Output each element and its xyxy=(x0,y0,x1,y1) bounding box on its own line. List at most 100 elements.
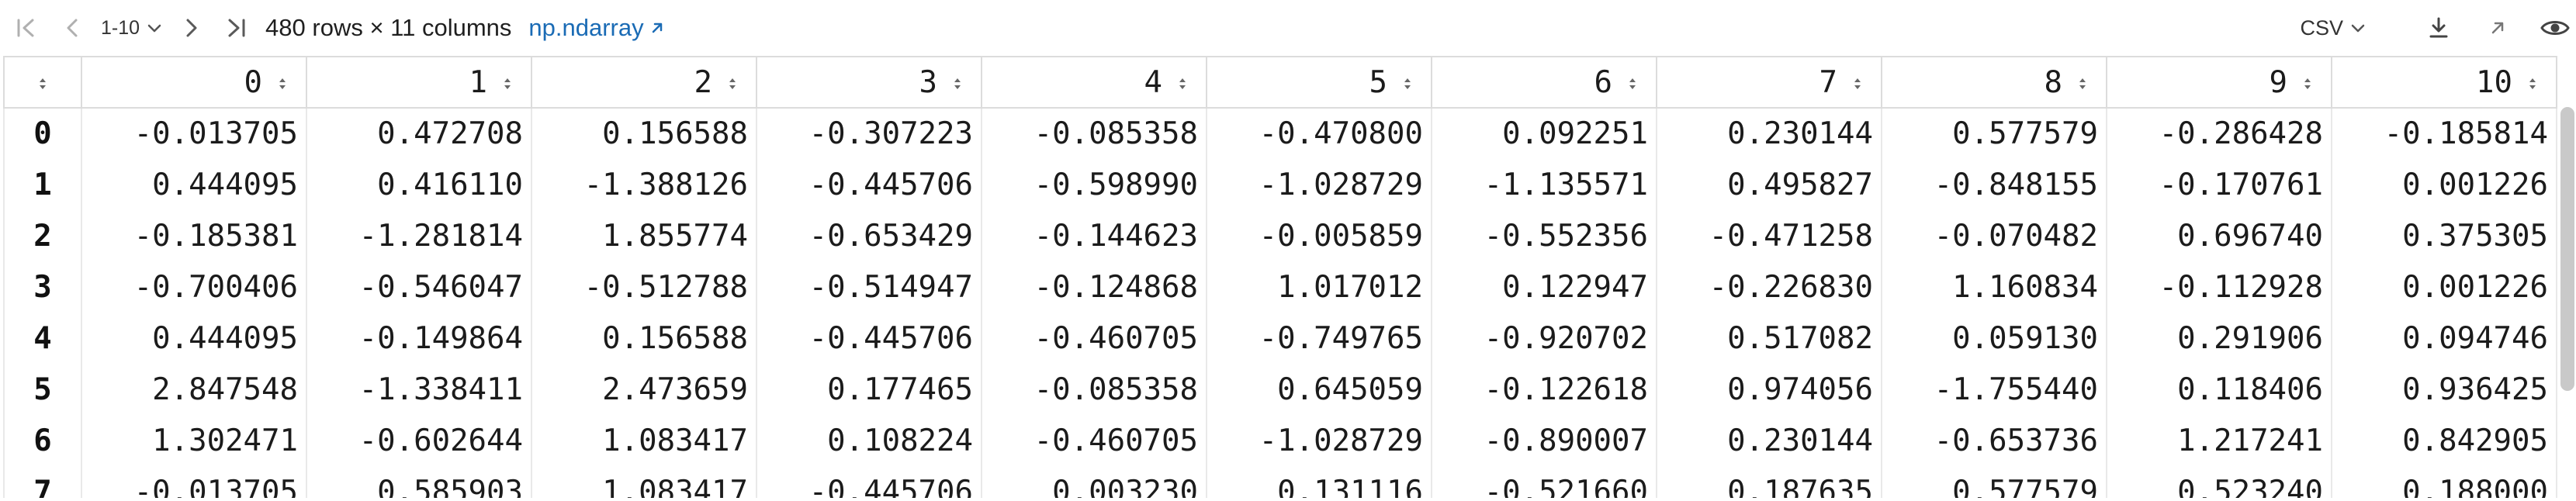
table-body: 0 -0.013705 0.472708 0.156588 -0.307223 -0.08… xyxy=(3,108,2557,501)
table-cell: 0.416110 xyxy=(306,159,532,210)
data-table: 0 1 2 3 4 5 6 7 8 9 10 0 -0.013705 0.472708 0.156588-… xyxy=(3,56,2557,501)
eye-icon xyxy=(2540,21,2570,35)
sort-icon xyxy=(2079,78,2086,89)
table-cell: 0.291906 xyxy=(2106,313,2332,364)
table-cell: 1.302471 xyxy=(81,415,307,466)
table-cell: -0.112928 xyxy=(2106,261,2332,313)
table-cell: -0.470800 xyxy=(1206,108,1432,159)
table-row[interactable]: 1 0.444095 0.416110 -1.388126 -0.445706 -0.59… xyxy=(3,159,2557,210)
table-cell: 0.001226 xyxy=(2331,159,2557,210)
table-cell: 0.156588 xyxy=(531,313,757,364)
column-header[interactable]: 4 xyxy=(981,56,1207,109)
table-cell: 1.217241 xyxy=(2106,415,2332,466)
column-header[interactable]: 8 xyxy=(1881,56,2107,109)
table-cell: 0.517082 xyxy=(1656,313,1882,364)
column-header-label: 4 xyxy=(1144,64,1162,100)
table-cell: 0.936425 xyxy=(2331,364,2557,415)
sort-icon xyxy=(40,78,46,89)
table-cell: -0.170761 xyxy=(2106,159,2332,210)
table-cell: 0.444095 xyxy=(81,159,307,210)
type-link[interactable]: np.ndarray xyxy=(528,14,665,42)
table-cell: 0.187635 xyxy=(1656,466,1882,501)
table-cell: 0.585903 xyxy=(306,466,532,501)
table-cell: 1.083417 xyxy=(531,466,757,501)
table-cell: -0.848155 xyxy=(1881,159,2107,210)
table-cell: -1.281814 xyxy=(306,210,532,261)
table-cell: -0.552356 xyxy=(1431,210,1657,261)
column-header[interactable]: 10 xyxy=(2331,56,2557,109)
table-cell: 0.092251 xyxy=(1431,108,1657,159)
table-cell: -0.445706 xyxy=(756,466,982,501)
table-cell: -0.013705 xyxy=(81,108,307,159)
column-header[interactable]: 7 xyxy=(1656,56,1882,109)
table-row[interactable]: 2 -0.185381 -1.281814 1.855774 -0.653429 -0.1… xyxy=(3,210,2557,261)
column-header-label: 6 xyxy=(1594,64,1612,100)
grid-bottom-edge xyxy=(3,498,2559,501)
toolbar-actions: CSV xyxy=(2300,15,2570,41)
page-range-select[interactable]: 1-10 xyxy=(101,17,163,40)
sort-icon xyxy=(729,78,736,89)
table-cell: -0.700406 xyxy=(81,261,307,313)
table-cell: 1.083417 xyxy=(531,415,757,466)
table-row[interactable]: 6 1.302471 -0.602644 1.083417 0.108224 -0.460… xyxy=(3,415,2557,466)
column-header[interactable]: 5 xyxy=(1206,56,1432,109)
table-row[interactable]: 3 -0.700406 -0.546047 -0.512788 -0.514947 -0.… xyxy=(3,261,2557,313)
column-header[interactable]: 0 xyxy=(81,56,307,109)
last-page-button[interactable] xyxy=(225,16,248,40)
table-cell: 0.156588 xyxy=(531,108,757,159)
table-cell: 0.645059 xyxy=(1206,364,1432,415)
horizontal-scrollbar[interactable] xyxy=(2560,107,2574,391)
column-header-label: 10 xyxy=(2476,64,2512,100)
column-header-label: 1 xyxy=(469,64,487,100)
table-toolbar: 1-10 480 rows × 11 columns np.ndarray CS… xyxy=(0,0,2576,56)
sort-icon xyxy=(1404,78,1411,89)
row-index-cell: 0 xyxy=(3,108,82,159)
table-cell: -0.286428 xyxy=(2106,108,2332,159)
sort-icon xyxy=(954,78,961,89)
table-cell: -0.005859 xyxy=(1206,210,1432,261)
next-page-icon xyxy=(186,19,197,37)
format-select[interactable]: CSV xyxy=(2300,16,2367,40)
sort-icon xyxy=(1854,78,1861,89)
row-index-cell: 5 xyxy=(3,364,82,415)
row-index-cell: 4 xyxy=(3,313,82,364)
sort-icon xyxy=(2304,78,2311,89)
table-cell: -0.307223 xyxy=(756,108,982,159)
table-row[interactable]: 7 -0.013705 0.585903 1.083417 -0.445706 0.003… xyxy=(3,466,2557,501)
view-toggle-button[interactable] xyxy=(2540,16,2570,40)
expand-icon xyxy=(2491,22,2504,34)
table-cell: -0.749765 xyxy=(1206,313,1432,364)
expand-button[interactable] xyxy=(2486,16,2509,40)
column-header[interactable]: 3 xyxy=(756,56,982,109)
download-button[interactable] xyxy=(2425,15,2452,41)
table-cell: -0.124868 xyxy=(981,261,1207,313)
table-row[interactable]: 5 2.847548 -1.338411 2.473659 0.177465 -0.085… xyxy=(3,364,2557,415)
column-header[interactable]: 2 xyxy=(531,56,757,109)
table-cell: -0.085358 xyxy=(981,364,1207,415)
table-cell: 0.495827 xyxy=(1656,159,1882,210)
next-page-button[interactable] xyxy=(180,16,203,40)
column-header[interactable]: 1 xyxy=(306,56,532,109)
table-cell: -0.460705 xyxy=(981,313,1207,364)
first-page-button[interactable] xyxy=(14,16,37,40)
table-cell: 0.188000 xyxy=(2331,466,2557,501)
column-header-label: 7 xyxy=(1819,64,1837,100)
table-cell: 0.472708 xyxy=(306,108,532,159)
table-cell: -1.755440 xyxy=(1881,364,2107,415)
column-header[interactable]: 6 xyxy=(1431,56,1657,109)
table-cell: -0.514947 xyxy=(756,261,982,313)
first-page-icon xyxy=(17,19,34,37)
row-index-cell: 2 xyxy=(3,210,82,261)
table-row[interactable]: 4 0.444095 -0.149864 0.156588 -0.445706 -0.46… xyxy=(3,313,2557,364)
table-cell: 0.001226 xyxy=(2331,261,2557,313)
column-header[interactable]: 9 xyxy=(2106,56,2332,109)
row-index-cell: 3 xyxy=(3,261,82,313)
sort-icon xyxy=(2529,78,2536,89)
table-cell: 0.003230 xyxy=(981,466,1207,501)
table-row[interactable]: 0 -0.013705 0.472708 0.156588 -0.307223 -0.08… xyxy=(3,108,2557,159)
table-cell: 0.375305 xyxy=(2331,210,2557,261)
index-column-header[interactable] xyxy=(3,56,82,109)
table-cell: -0.546047 xyxy=(306,261,532,313)
table-cell: 0.108224 xyxy=(756,415,982,466)
previous-page-button[interactable] xyxy=(61,16,84,40)
